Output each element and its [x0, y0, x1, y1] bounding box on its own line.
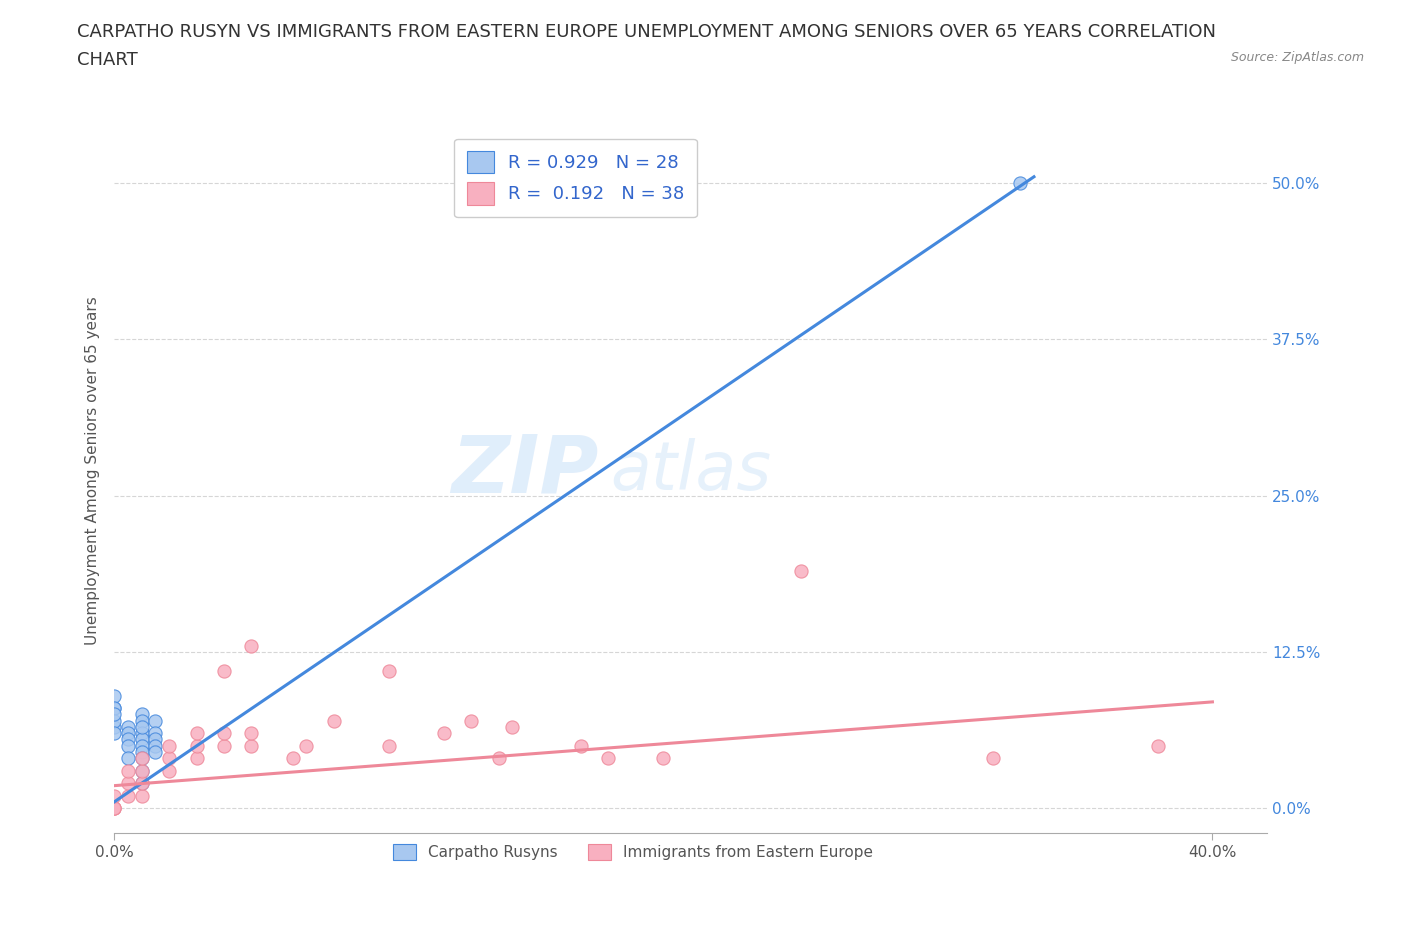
Point — [488, 751, 510, 765]
Legend: Carpatho Rusyns, Immigrants from Eastern Europe: Carpatho Rusyns, Immigrants from Eastern… — [384, 835, 883, 869]
Point — [131, 789, 153, 804]
Point — [501, 720, 523, 735]
Point — [157, 764, 180, 778]
Point — [460, 713, 482, 728]
Point — [103, 789, 125, 804]
Point — [157, 751, 180, 765]
Point — [117, 725, 139, 740]
Point — [131, 751, 153, 765]
Point — [377, 663, 399, 678]
Point — [598, 751, 620, 765]
Point — [131, 776, 153, 790]
Point — [145, 744, 167, 759]
Point — [103, 801, 125, 816]
Point — [145, 713, 167, 728]
Point — [145, 738, 167, 753]
Point — [186, 738, 208, 753]
Point — [103, 713, 125, 728]
Point — [131, 732, 153, 747]
Text: atlas: atlas — [610, 438, 770, 503]
Point — [145, 732, 167, 747]
Text: ZIP: ZIP — [451, 432, 599, 510]
Point — [131, 720, 153, 735]
Point — [117, 776, 139, 790]
Y-axis label: Unemployment Among Seniors over 65 years: Unemployment Among Seniors over 65 years — [86, 297, 100, 645]
Point — [295, 738, 318, 753]
Point — [103, 801, 125, 816]
Point — [789, 564, 811, 578]
Point — [131, 725, 153, 740]
Point — [103, 700, 125, 715]
Point — [157, 738, 180, 753]
Point — [103, 700, 125, 715]
Point — [103, 801, 125, 816]
Point — [131, 764, 153, 778]
Point — [322, 713, 344, 728]
Point — [212, 725, 235, 740]
Point — [103, 688, 125, 703]
Point — [103, 720, 125, 735]
Point — [117, 764, 139, 778]
Point — [240, 725, 263, 740]
Point — [240, 638, 263, 653]
Point — [131, 751, 153, 765]
Point — [131, 776, 153, 790]
Point — [433, 725, 456, 740]
Point — [131, 707, 153, 722]
Point — [131, 744, 153, 759]
Point — [981, 751, 1004, 765]
Point — [103, 707, 125, 722]
Point — [377, 738, 399, 753]
Point — [103, 725, 125, 740]
Point — [117, 720, 139, 735]
Point — [240, 738, 263, 753]
Point — [186, 751, 208, 765]
Point — [131, 738, 153, 753]
Point — [131, 764, 153, 778]
Point — [1010, 176, 1032, 191]
Point — [145, 725, 167, 740]
Point — [131, 713, 153, 728]
Point — [212, 738, 235, 753]
Point — [652, 751, 675, 765]
Text: Source: ZipAtlas.com: Source: ZipAtlas.com — [1230, 51, 1364, 64]
Text: CHART: CHART — [77, 51, 138, 69]
Point — [117, 738, 139, 753]
Point — [1146, 738, 1168, 753]
Point — [117, 751, 139, 765]
Point — [212, 663, 235, 678]
Point — [117, 789, 139, 804]
Point — [569, 738, 592, 753]
Point — [117, 732, 139, 747]
Text: CARPATHO RUSYN VS IMMIGRANTS FROM EASTERN EUROPE UNEMPLOYMENT AMONG SENIORS OVER: CARPATHO RUSYN VS IMMIGRANTS FROM EASTER… — [77, 23, 1216, 41]
Point — [186, 725, 208, 740]
Point — [281, 751, 304, 765]
